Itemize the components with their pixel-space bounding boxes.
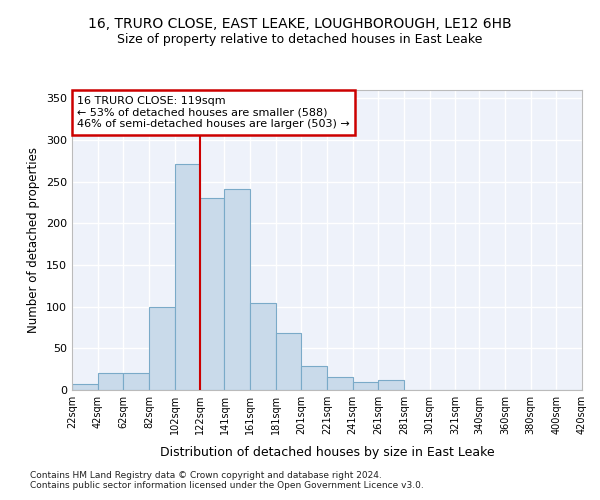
Bar <box>327 376 353 390</box>
Bar <box>378 380 404 390</box>
Bar <box>250 302 276 390</box>
Bar <box>276 334 301 390</box>
Bar <box>353 382 378 390</box>
Text: Contains public sector information licensed under the Open Government Licence v3: Contains public sector information licen… <box>30 480 424 490</box>
Text: 16, TRURO CLOSE, EAST LEAKE, LOUGHBOROUGH, LE12 6HB: 16, TRURO CLOSE, EAST LEAKE, LOUGHBOROUG… <box>88 18 512 32</box>
Bar <box>175 164 200 390</box>
Bar <box>123 374 149 390</box>
Bar <box>582 388 600 390</box>
Text: Contains HM Land Registry data © Crown copyright and database right 2024.: Contains HM Land Registry data © Crown c… <box>30 470 382 480</box>
Bar <box>149 306 175 390</box>
Bar <box>200 198 224 390</box>
Text: 16 TRURO CLOSE: 119sqm
← 53% of detached houses are smaller (588)
46% of semi-de: 16 TRURO CLOSE: 119sqm ← 53% of detached… <box>77 96 350 129</box>
Text: Size of property relative to detached houses in East Leake: Size of property relative to detached ho… <box>118 32 482 46</box>
Bar <box>224 189 250 390</box>
Bar <box>301 366 327 390</box>
Y-axis label: Number of detached properties: Number of detached properties <box>28 147 40 333</box>
Bar <box>98 374 123 390</box>
Bar <box>72 384 98 390</box>
Text: Distribution of detached houses by size in East Leake: Distribution of detached houses by size … <box>160 446 494 459</box>
